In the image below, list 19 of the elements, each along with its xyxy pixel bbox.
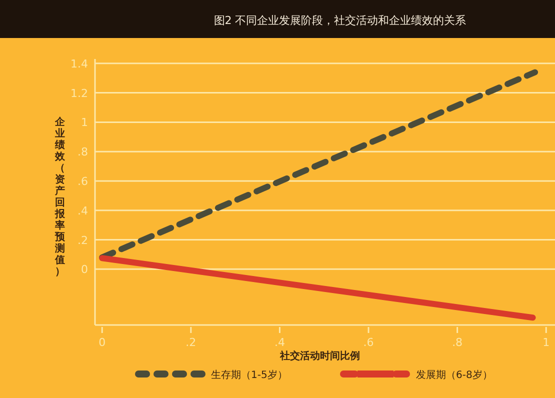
- chart-title: 图2 不同企业发展阶段，社交活动和企业绩效的关系: [214, 14, 466, 27]
- x-tick-label: 1: [542, 336, 550, 349]
- y-tick-label: 0: [81, 263, 88, 276]
- legend-label: 生存期（1-5岁）: [211, 369, 288, 381]
- x-tick-label: .2: [186, 336, 196, 349]
- legend-label: 发展期（6-8岁）: [416, 369, 492, 381]
- x-tick-label: 0: [98, 336, 106, 349]
- y-tick-label: .2: [78, 234, 88, 247]
- y-tick-label: 1.4: [70, 57, 88, 70]
- y-tick-label: 1.2: [70, 86, 88, 100]
- text: 企业绩效（资产回报率预测值）: [55, 117, 65, 278]
- y-tick-label: 1: [81, 116, 88, 130]
- x-axis-title: 社交活动时间比例: [279, 350, 360, 362]
- y-tick-label: .6: [78, 174, 88, 188]
- x-tick-label: .8: [452, 336, 463, 349]
- x-tick-label: .6: [363, 336, 374, 349]
- y-tick-label: .4: [78, 204, 88, 218]
- x-tick-label: .4: [274, 336, 285, 349]
- y-tick-label: .8: [78, 146, 88, 159]
